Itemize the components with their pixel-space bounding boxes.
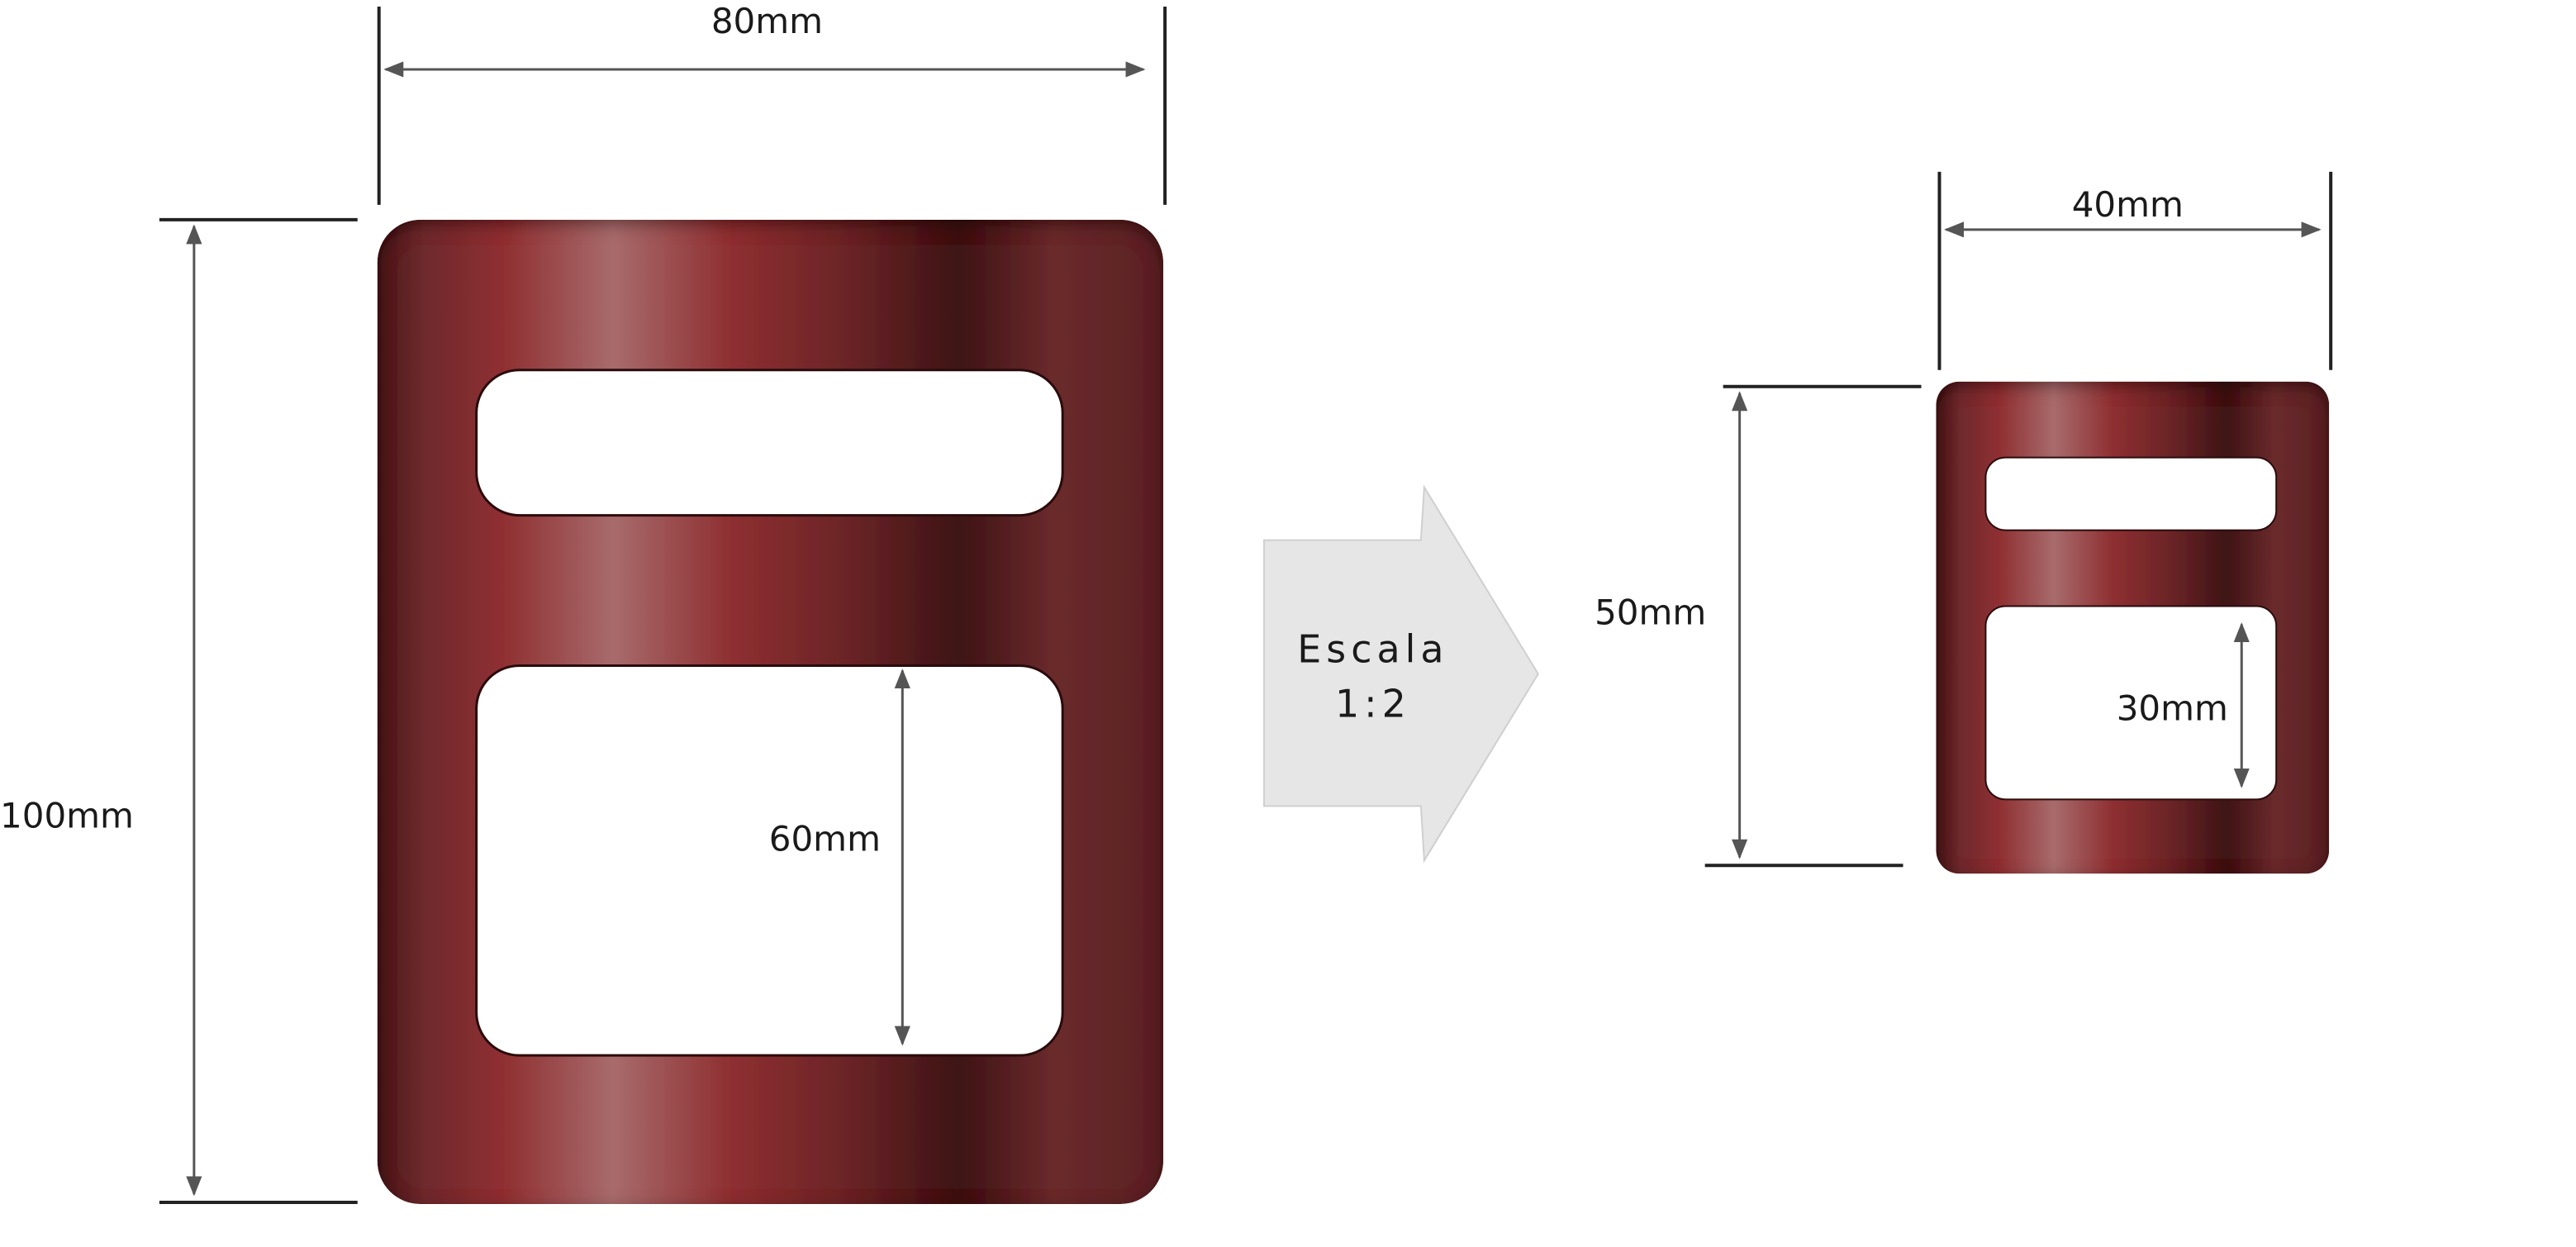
scale-arrow: Escala 1:2 xyxy=(1263,484,1539,864)
large-width-dimension: 80mm xyxy=(377,1,1167,205)
small-buckle-body xyxy=(1936,381,2330,874)
small-width-dimension: 40mm xyxy=(1937,171,2333,370)
large-buckle-top-slot xyxy=(475,369,1064,517)
scale-arrow-line2: 1:2 xyxy=(1335,681,1411,726)
large-buckle xyxy=(377,219,1164,1205)
small-width-label: 40mm xyxy=(2072,184,2184,225)
small-height-dimension: 50mm xyxy=(1595,384,1922,868)
small-slot-label: 30mm xyxy=(2117,688,2228,728)
small-height-label: 50mm xyxy=(1595,592,1706,632)
scale-arrow-shape xyxy=(1263,484,1539,864)
large-slot-dimension: 60mm xyxy=(769,669,910,1046)
scale-arrow-line1: Escala xyxy=(1297,626,1448,671)
small-slot-dimension: 30mm xyxy=(2117,622,2250,788)
large-height-label: 100mm xyxy=(0,795,134,835)
small-buckle xyxy=(1936,381,2330,874)
small-buckle-bottom-slot xyxy=(1984,605,2278,801)
large-width-label: 80mm xyxy=(711,1,823,41)
large-buckle-body xyxy=(377,219,1164,1205)
small-buckle-top-slot xyxy=(1984,456,2278,531)
large-height-dimension: 100mm xyxy=(0,217,358,1205)
large-slot-label: 60mm xyxy=(769,818,881,859)
large-buckle-bottom-slot xyxy=(475,664,1064,1057)
